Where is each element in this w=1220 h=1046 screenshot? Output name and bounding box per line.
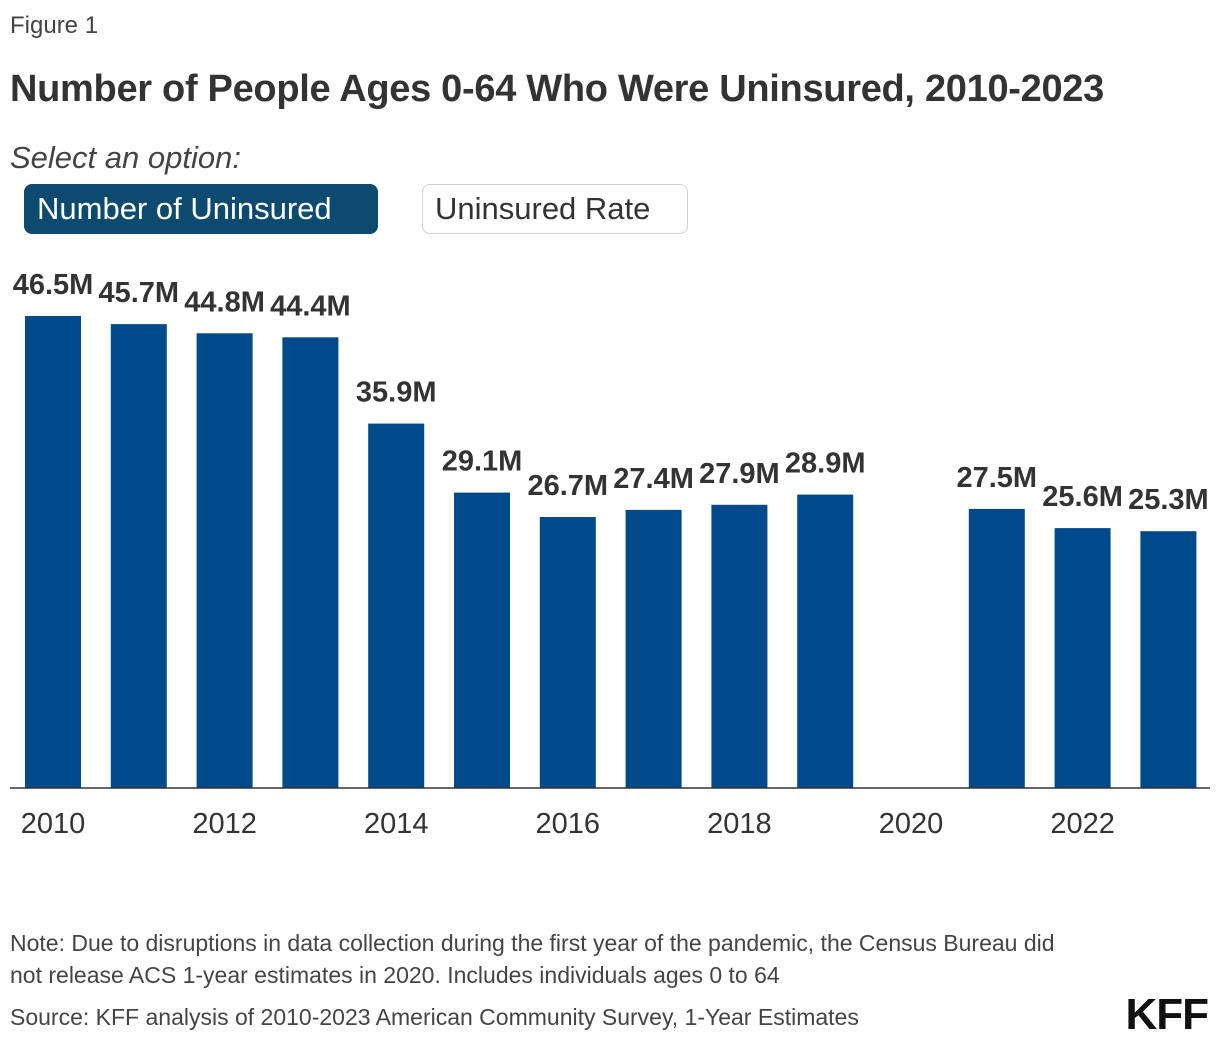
select-prompt: Select an option: — [10, 140, 241, 175]
x-tick-2020: 2020 — [879, 808, 944, 840]
value-label-2015: 29.1M — [442, 446, 523, 478]
x-tick-2022: 2022 — [1050, 808, 1115, 840]
value-label-2013: 44.4M — [270, 290, 351, 322]
bar-2016 — [539, 517, 596, 788]
bar-2023 — [1140, 531, 1197, 788]
figure-label: Figure 1 — [10, 12, 99, 39]
bar-2018 — [711, 504, 768, 788]
x-tick-2016: 2016 — [536, 808, 601, 840]
value-label-2011: 45.7M — [98, 277, 179, 309]
bar-2022 — [1054, 528, 1111, 788]
bar-2019 — [797, 494, 854, 788]
kff-logo: KFF — [1125, 990, 1209, 1039]
value-label-2010: 46.5M — [13, 269, 94, 301]
value-label-2019: 28.9M — [785, 448, 866, 480]
bar-2011 — [110, 324, 167, 788]
bar-2013 — [282, 337, 339, 788]
value-label-2014: 35.9M — [356, 377, 437, 409]
value-label-2018: 27.9M — [699, 458, 780, 490]
value-label-2021: 27.5M — [956, 462, 1037, 494]
chart-title: Number of People Ages 0-64 Who Were Unin… — [10, 68, 1104, 110]
x-tick-2014: 2014 — [364, 808, 429, 840]
bar-2012 — [196, 333, 253, 788]
value-label-2017: 27.4M — [613, 463, 694, 495]
value-label-2012: 44.8M — [184, 286, 265, 318]
value-label-2016: 26.7M — [527, 470, 608, 502]
x-tick-2010: 2010 — [21, 808, 86, 840]
bar-2015 — [454, 492, 510, 788]
bar-2014 — [368, 423, 425, 788]
bars-group — [25, 316, 1197, 788]
value-label-2023: 25.3M — [1128, 484, 1209, 516]
x-tick-2012: 2012 — [192, 808, 257, 840]
value-label-2022: 25.6M — [1042, 481, 1123, 513]
uninsured-rate-button[interactable]: Uninsured Rate — [422, 184, 688, 234]
x-tick-labels-group: 2010 2012 2014 2016 2018 2020 2022 — [21, 808, 1115, 840]
bar-2010 — [25, 316, 81, 788]
bar-2017 — [625, 509, 682, 788]
bar-2021 — [968, 508, 1025, 788]
source-note: Source: KFF analysis of 2010-2023 Americ… — [10, 1004, 859, 1030]
footnote: Note: Due to disruptions in data collect… — [10, 930, 1055, 988]
x-tick-2018: 2018 — [707, 808, 772, 840]
number-of-uninsured-button[interactable]: Number of Uninsured — [24, 184, 378, 234]
